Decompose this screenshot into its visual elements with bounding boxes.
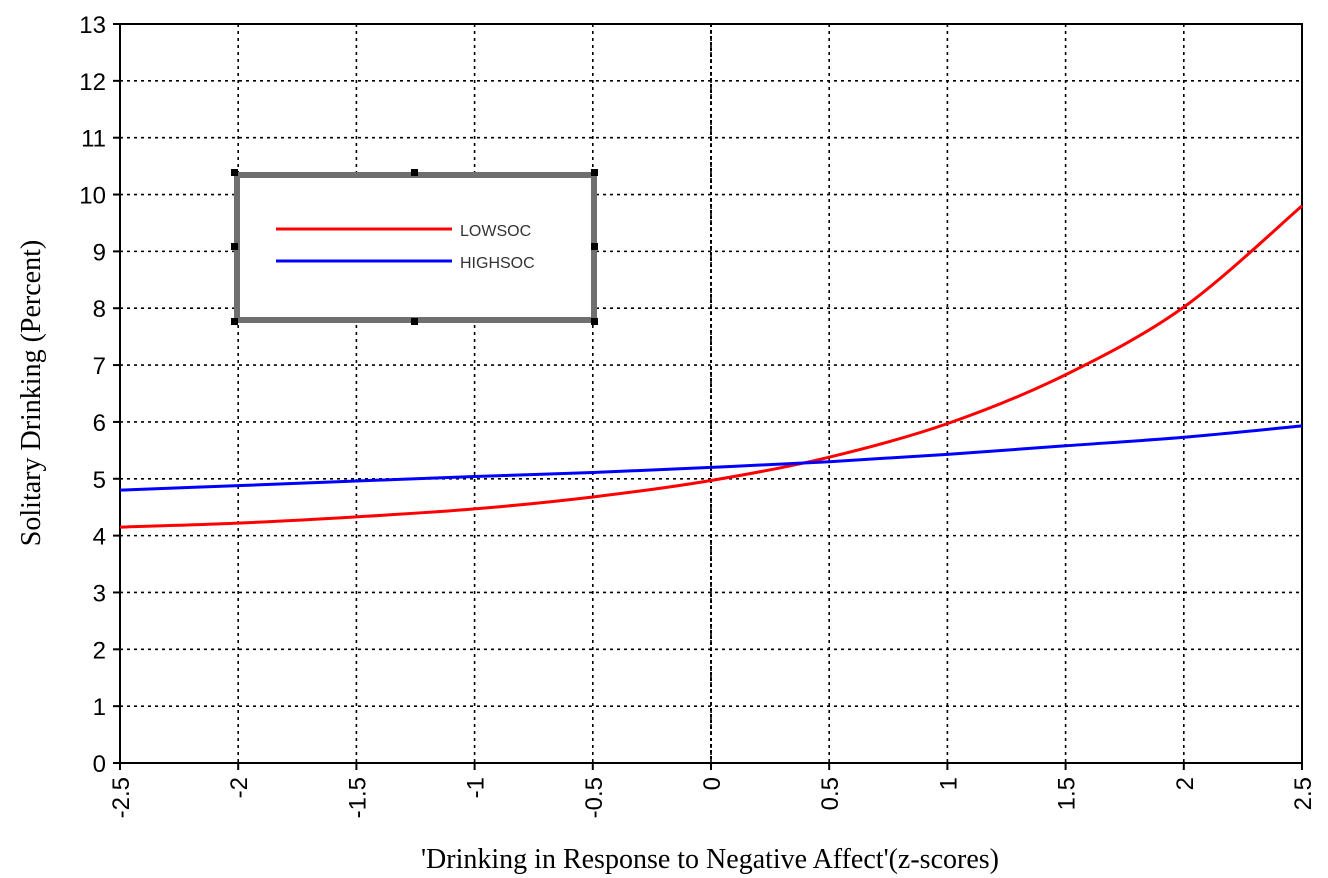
x-tick-label-0: -2.5 (108, 777, 135, 818)
y-tick-label-1: 1 (93, 694, 106, 721)
x-tick-label-6: 0.5 (817, 777, 844, 810)
y-tick-label-7: 7 (93, 353, 106, 380)
x-tick-label-8: 1.5 (1054, 777, 1081, 810)
legend-handles (231, 169, 598, 325)
y-tick-label-12: 12 (79, 69, 106, 96)
legend-label-lowsoc: LOWSOC (460, 223, 531, 240)
x-axis-title: 'Drinking in Response to Negative Affect… (421, 844, 999, 875)
series-lines (119, 204, 1303, 529)
y-tick-label-11: 11 (81, 126, 106, 153)
legend-box (240, 178, 591, 317)
x-tick-label-3: -1 (463, 777, 490, 798)
y-tick-label-8: 8 (93, 296, 106, 323)
series-line-lowsoc (119, 204, 1303, 529)
y-axis-title: Solitary Drinking (Percent) (16, 240, 47, 546)
x-tick-label-5: 0 (699, 777, 726, 790)
x-tick-label-7: 1 (935, 777, 962, 790)
x-tick-label-4: -0.5 (581, 777, 608, 818)
y-tick-label-3: 3 (93, 580, 106, 607)
x-tick-label-2: -1.5 (344, 777, 371, 818)
legend-label-highsoc: HIGHSOC (460, 255, 535, 272)
y-tick-label-5: 5 (93, 467, 106, 494)
y-tick-label-10: 10 (79, 183, 106, 210)
x-tick-label-9: 2 (1172, 777, 1199, 790)
legend[interactable]: LOWSOC HIGHSOC (231, 169, 598, 325)
y-tick-label-0: 0 (93, 751, 106, 778)
x-tick-label-10: 2.5 (1290, 777, 1317, 810)
y-tick-label-6: 6 (93, 410, 106, 437)
series-line-highsoc (119, 424, 1303, 492)
y-tick-label-9: 9 (93, 239, 106, 266)
y-tick-label-13: 13 (79, 12, 106, 39)
y-tick-label-2: 2 (93, 637, 106, 664)
y-tick-label-4: 4 (93, 524, 106, 551)
x-tick-label-1: -2 (226, 777, 253, 798)
x-axis: -2.5 -2 -1.5 -1 -0.5 0 0.5 1 1.5 2 2.5 (108, 763, 1317, 818)
